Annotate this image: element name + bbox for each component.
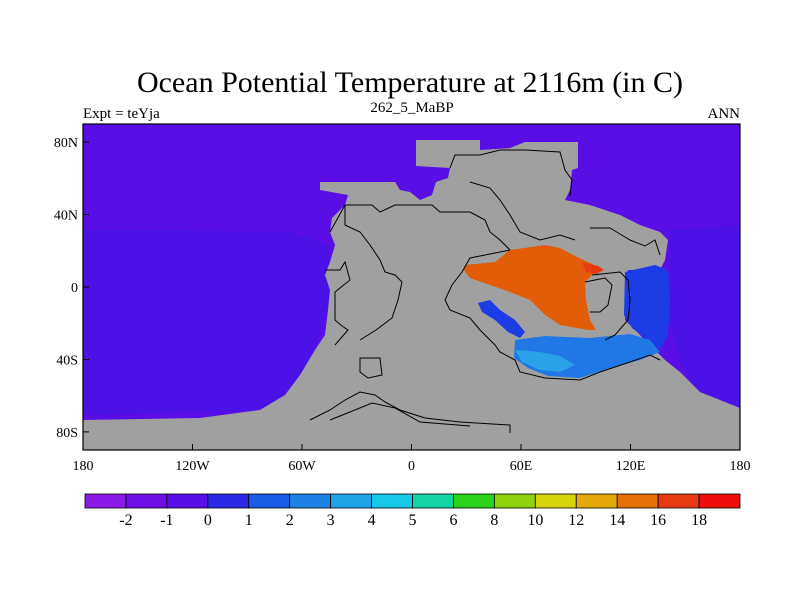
colorbar-label: 5 [409,512,417,529]
experiment-label: Expt = teYja [83,106,160,122]
colorbar-swatch [207,493,250,509]
colorbar-swatch [657,493,700,509]
season-label: ANN [708,106,741,122]
colorbar-swatch [125,493,168,509]
ocean-pacific-west [83,230,330,415]
colorbar-swatch [616,493,659,509]
x-tick-label: 180 [73,459,94,474]
coastline-outlines [309,149,661,433]
warm-hot-patch [582,262,604,274]
colorbar-label: -2 [119,512,132,529]
colorbar-label: 16 [650,512,666,529]
x-tick-label: 60W [288,459,316,474]
colorbar-label: 4 [368,512,376,529]
colorbar-label: 14 [609,512,625,529]
colorbar-label: 12 [568,512,584,529]
y-tick-label: 0 [71,281,78,296]
y-axis: 80N 40N 0 40S 80S [54,136,89,441]
colorbar-swatch [289,493,332,509]
colorbar-swatch [84,493,127,509]
land-antarctica [83,430,740,450]
x-tick-label: 120W [175,459,210,474]
x-tick-label: 120E [616,459,646,474]
colorbar-swatch [371,493,413,509]
colorbar-swatch [166,493,209,509]
warm-tethys-area [464,245,600,330]
x-axis: 180 120W 60W 0 60E 120E 180 [73,444,751,474]
x-tick-label: 0 [408,459,415,474]
colorbar-swatch [493,493,536,509]
colorbar-label: 18 [691,512,707,529]
map-plot [83,124,740,450]
colorbar-swatch [248,493,291,509]
map-title: Ocean Potential Temperature at 2116m (in… [137,66,683,99]
light-blue-southern-area [515,350,575,372]
y-tick-label: 80S [56,426,78,441]
y-tick-label: 80N [54,136,78,151]
x-tick-label: 180 [730,459,751,474]
colorbar-label: 8 [490,512,498,529]
colorbar-label: 2 [286,512,294,529]
colorbar-swatch [453,493,495,509]
colorbar-label: 1 [245,512,253,529]
x-tick-label: 60E [510,459,533,474]
y-tick-label: 40N [54,209,78,224]
period-label: 262_5_MaBP [370,100,453,116]
colorbar: -2 -1 0 1 2 3 4 5 6 8 10 12 14 16 18 [84,493,741,529]
colorbar-label: 0 [204,512,212,529]
colorbar-swatch [575,493,618,509]
cold-blue-east-basin [624,265,670,350]
colorbar-swatch [534,493,577,509]
colorbar-label: 10 [527,512,543,529]
y-tick-label: 40S [56,353,78,368]
colorbar-label: 3 [327,512,335,529]
colorbar-label: 6 [449,512,457,529]
colorbar-swatch [412,493,454,509]
cold-blue-strip [478,300,525,338]
colorbar-swatch [698,493,741,509]
colorbar-label: -1 [160,512,173,529]
ocean-pacific-east [670,225,740,410]
colorbar-swatch [330,493,372,509]
